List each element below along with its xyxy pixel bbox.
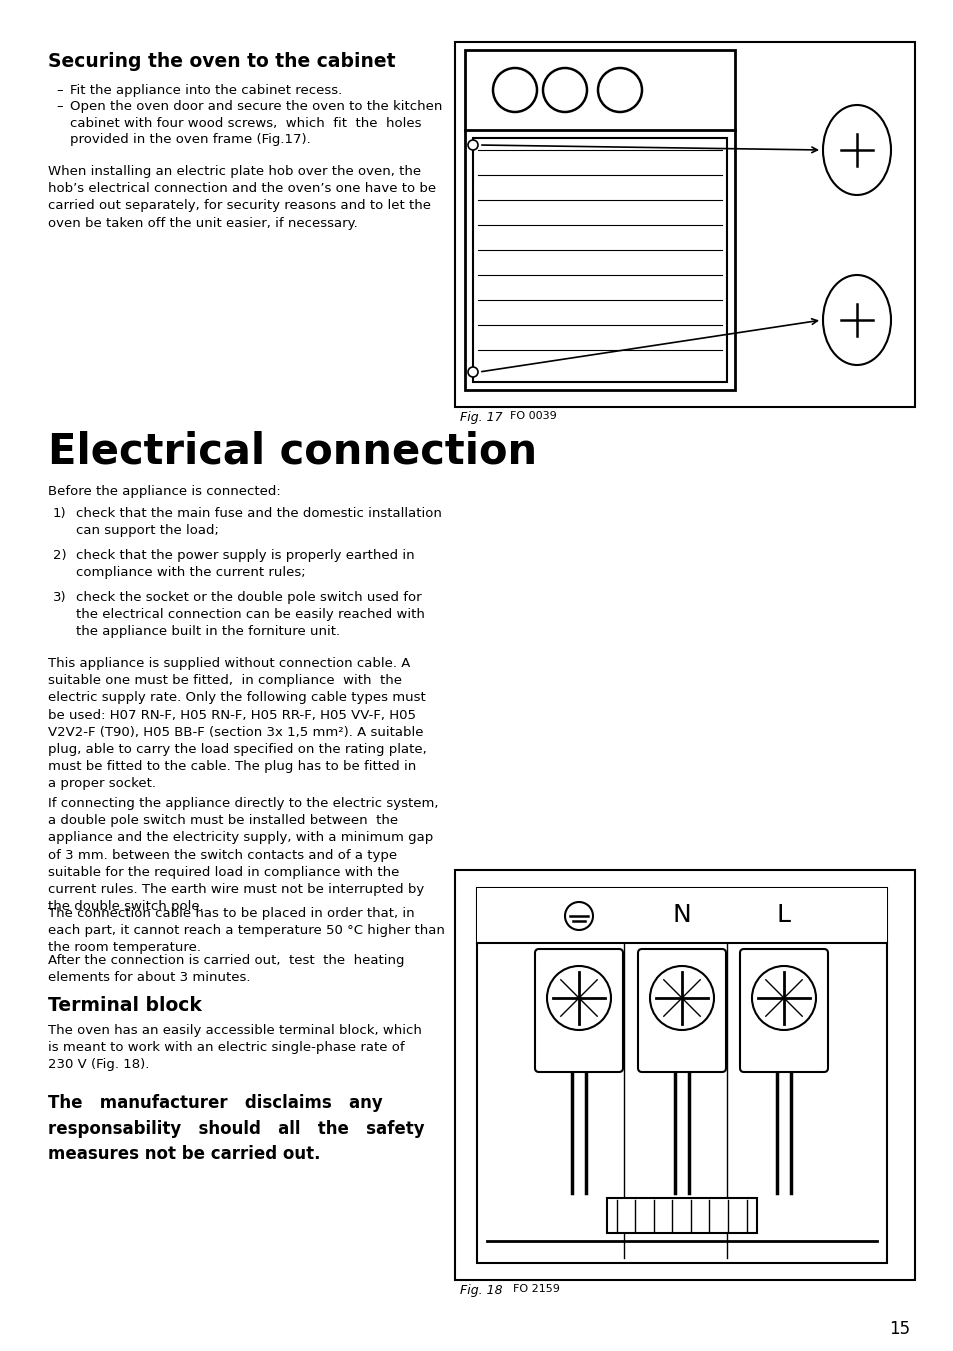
Circle shape	[751, 966, 815, 1029]
Circle shape	[468, 141, 477, 150]
Circle shape	[546, 966, 610, 1029]
Text: The oven has an easily accessible terminal block, which
is meant to work with an: The oven has an easily accessible termin…	[48, 1024, 421, 1071]
Text: Terminal block: Terminal block	[48, 996, 202, 1015]
Circle shape	[598, 68, 641, 112]
FancyBboxPatch shape	[535, 948, 622, 1071]
Circle shape	[564, 902, 593, 929]
Text: –: –	[56, 100, 63, 113]
Circle shape	[493, 68, 537, 112]
Text: 2): 2)	[53, 549, 67, 562]
Text: Securing the oven to the cabinet: Securing the oven to the cabinet	[48, 51, 395, 72]
Text: Electrical connection: Electrical connection	[48, 430, 537, 471]
Text: Fig. 17: Fig. 17	[459, 411, 502, 424]
Circle shape	[468, 367, 477, 377]
Text: 1): 1)	[53, 507, 67, 520]
Text: Fig. 18: Fig. 18	[459, 1283, 502, 1297]
Ellipse shape	[822, 276, 890, 365]
Circle shape	[542, 68, 586, 112]
Text: 3): 3)	[53, 590, 67, 604]
Bar	[476, 888, 886, 1263]
Bar	[464, 50, 734, 390]
Text: Fit the appliance into the cabinet recess.: Fit the appliance into the cabinet reces…	[70, 84, 342, 97]
Bar	[606, 1198, 757, 1233]
Text: Before the appliance is connected:: Before the appliance is connected:	[48, 485, 280, 499]
Text: check that the main fuse and the domestic installation
can support the load;: check that the main fuse and the domesti…	[76, 507, 441, 536]
Circle shape	[649, 966, 713, 1029]
Text: N: N	[672, 902, 691, 927]
Text: When installing an electric plate hob over the oven, the
hob’s electrical connec: When installing an electric plate hob ov…	[48, 165, 436, 230]
Text: L: L	[776, 902, 790, 927]
Bar	[473, 138, 726, 382]
Bar	[455, 42, 914, 407]
Text: The connection cable has to be placed in order that, in
each part, it cannot rea: The connection cable has to be placed in…	[48, 907, 444, 954]
Text: This appliance is supplied without connection cable. A
suitable one must be fitt: This appliance is supplied without conne…	[48, 657, 426, 790]
Text: FO 0039: FO 0039	[510, 411, 557, 422]
Text: check that the power supply is properly earthed in
compliance with the current r: check that the power supply is properly …	[76, 549, 415, 578]
Bar	[476, 888, 886, 943]
Ellipse shape	[822, 105, 890, 195]
Text: 15: 15	[888, 1320, 909, 1337]
Text: FO 2159: FO 2159	[513, 1283, 559, 1294]
Text: If connecting the appliance directly to the electric system,
a double pole switc: If connecting the appliance directly to …	[48, 797, 438, 913]
Text: After the connection is carried out,  test  the  heating
elements for about 3 mi: After the connection is carried out, tes…	[48, 954, 404, 984]
Text: The   manufacturer   disclaims   any
responsability   should   all   the   safet: The manufacturer disclaims any responsab…	[48, 1094, 424, 1163]
Text: Open the oven door and secure the oven to the kitchen
cabinet with four wood scr: Open the oven door and secure the oven t…	[70, 100, 442, 146]
Bar	[455, 870, 914, 1279]
Text: –: –	[56, 84, 63, 97]
FancyBboxPatch shape	[638, 948, 725, 1071]
Text: check the socket or the double pole switch used for
the electrical connection ca: check the socket or the double pole swit…	[76, 590, 424, 638]
FancyBboxPatch shape	[740, 948, 827, 1071]
